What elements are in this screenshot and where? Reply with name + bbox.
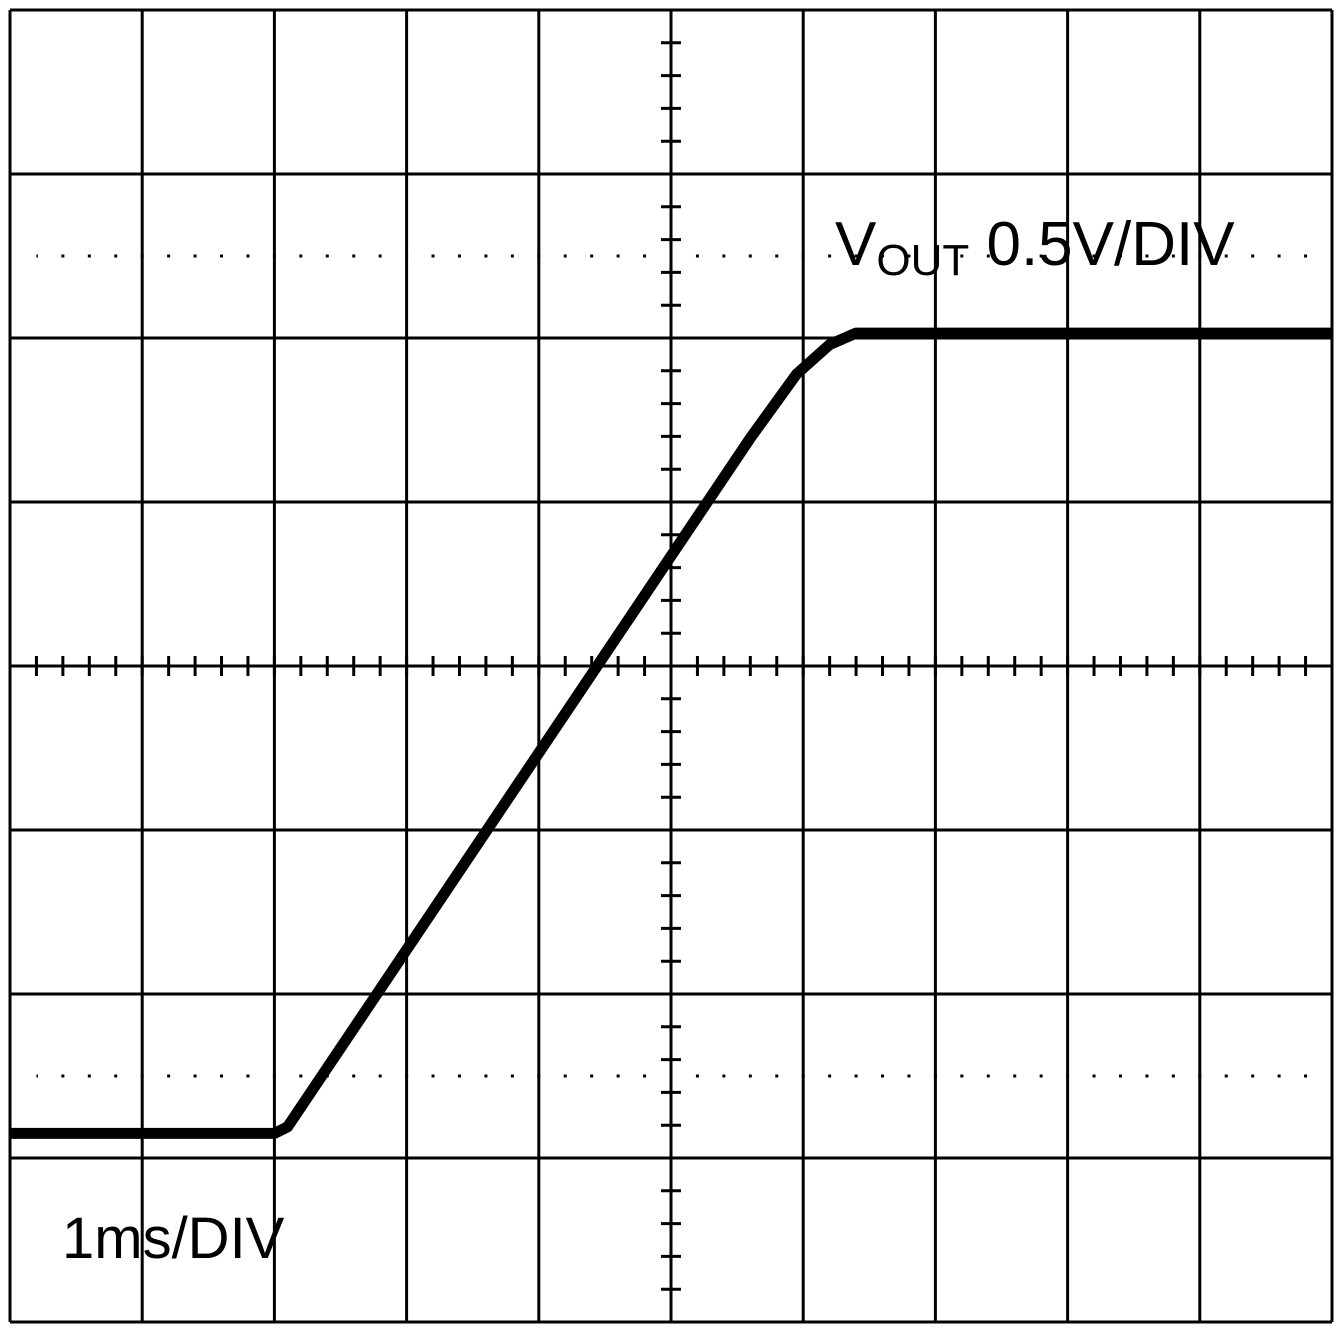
x-scale-label: 1ms/DIV	[62, 1206, 285, 1271]
trace-line	[10, 327, 1332, 1139]
y-label-main: V	[835, 210, 877, 279]
y-label-sub: OUT	[876, 236, 969, 285]
y-scale-label: VOUT 0.5V/DIV	[835, 210, 1235, 285]
trace-layer	[10, 327, 1332, 1139]
y-label-rest: 0.5V/DIV	[969, 210, 1235, 279]
grid	[8, 8, 1334, 1324]
